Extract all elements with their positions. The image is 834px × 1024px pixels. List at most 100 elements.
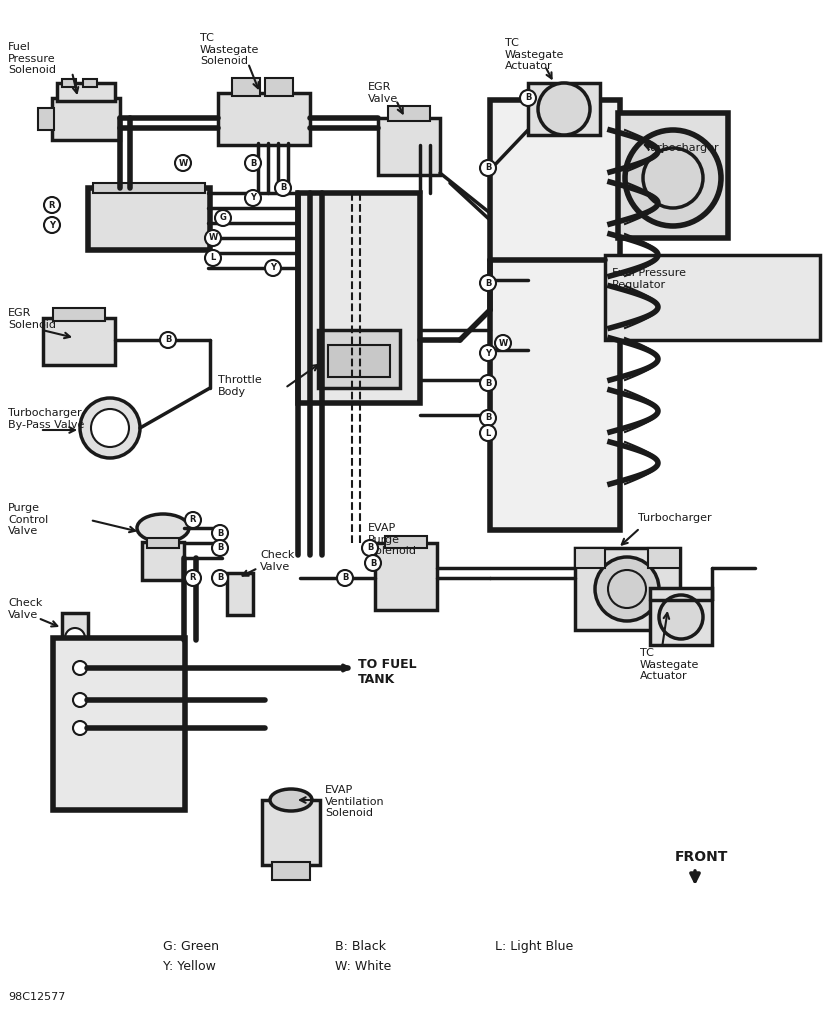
Text: B: Black: B: Black (335, 940, 386, 953)
Bar (575, 548, 605, 568)
Bar (650, 588, 712, 645)
Circle shape (480, 425, 496, 441)
Bar (262, 800, 320, 865)
Circle shape (659, 595, 703, 639)
Circle shape (185, 512, 201, 528)
Text: B: B (485, 414, 491, 423)
Bar (43, 318, 115, 365)
Text: TC
Wastegate
Actuator: TC Wastegate Actuator (505, 38, 565, 72)
Text: Turbocharger: Turbocharger (645, 143, 719, 153)
Text: W: W (208, 233, 218, 243)
Bar (490, 100, 620, 530)
Text: B: B (369, 558, 376, 567)
Text: W: W (499, 339, 508, 347)
Circle shape (245, 190, 261, 206)
Text: Check
Valve: Check Valve (260, 550, 294, 571)
Circle shape (44, 197, 60, 213)
Circle shape (480, 410, 496, 426)
Text: TO FUEL
TANK: TO FUEL TANK (358, 658, 417, 686)
Text: Purge
Control
Valve: Purge Control Valve (8, 503, 48, 537)
Text: FRONT: FRONT (675, 850, 728, 864)
Text: B: B (485, 164, 491, 172)
Circle shape (212, 525, 228, 541)
Circle shape (275, 180, 291, 196)
Bar (93, 183, 205, 193)
Circle shape (175, 155, 191, 171)
Bar (528, 83, 600, 135)
Text: Fuel Pressure
Regulator: Fuel Pressure Regulator (612, 268, 686, 290)
Ellipse shape (270, 790, 312, 811)
Bar (328, 345, 390, 377)
Text: B: B (485, 379, 491, 387)
Bar (388, 106, 430, 121)
Bar (298, 193, 420, 403)
Circle shape (205, 250, 221, 266)
Text: L: L (485, 428, 490, 437)
Circle shape (337, 570, 353, 586)
Circle shape (362, 540, 378, 556)
Bar (53, 308, 105, 321)
Bar (605, 255, 820, 340)
Bar (57, 83, 115, 101)
Circle shape (73, 662, 87, 675)
Text: Y: Yellow: Y: Yellow (163, 961, 216, 973)
Text: W: White: W: White (335, 961, 391, 973)
Bar (38, 108, 54, 130)
Bar (385, 536, 427, 548)
Circle shape (480, 375, 496, 391)
Bar (232, 78, 260, 96)
Text: B: B (485, 279, 491, 288)
Bar (265, 78, 293, 96)
Bar (218, 93, 310, 145)
Bar (618, 113, 728, 238)
Circle shape (245, 155, 261, 171)
Circle shape (520, 90, 536, 106)
Bar (575, 548, 680, 630)
Text: Check
Valve: Check Valve (8, 598, 43, 620)
Bar (142, 542, 184, 580)
Bar (88, 188, 210, 250)
Bar (648, 548, 680, 568)
Text: Y: Y (49, 220, 55, 229)
Text: R: R (190, 573, 196, 583)
Circle shape (185, 570, 201, 586)
Text: 98C12577: 98C12577 (8, 992, 65, 1002)
Text: Turbocharger
By-Pass Valve: Turbocharger By-Pass Valve (8, 408, 84, 430)
Text: B: B (280, 183, 286, 193)
Bar (147, 538, 179, 548)
Text: Fuel
Pressure
Solenoid: Fuel Pressure Solenoid (8, 42, 56, 75)
Text: Y: Y (485, 348, 491, 357)
Circle shape (595, 557, 659, 621)
Circle shape (80, 398, 140, 458)
Text: B: B (217, 573, 224, 583)
Text: L: Light Blue: L: Light Blue (495, 940, 573, 953)
Text: B: B (525, 93, 531, 102)
Text: B: B (165, 336, 171, 344)
Text: G: Green: G: Green (163, 940, 219, 953)
Circle shape (65, 628, 85, 648)
Circle shape (91, 409, 129, 447)
Circle shape (480, 160, 496, 176)
Text: R: R (190, 515, 196, 524)
Circle shape (265, 260, 281, 276)
Text: Turbocharger: Turbocharger (638, 513, 711, 523)
Text: EGR
Valve: EGR Valve (368, 82, 399, 103)
Text: Throttle
Body: Throttle Body (218, 375, 262, 396)
Text: B: B (217, 528, 224, 538)
Text: B: B (250, 159, 256, 168)
Bar (52, 98, 120, 140)
Circle shape (365, 555, 381, 571)
Circle shape (495, 335, 511, 351)
Text: TC
Wastegate
Solenoid: TC Wastegate Solenoid (200, 33, 259, 67)
Text: B: B (367, 544, 373, 553)
Circle shape (480, 345, 496, 361)
Bar (272, 862, 310, 880)
Circle shape (215, 210, 231, 226)
Text: R: R (48, 201, 55, 210)
Bar (227, 573, 253, 615)
Bar (318, 330, 400, 388)
Text: L: L (210, 254, 216, 262)
Circle shape (44, 217, 60, 233)
Circle shape (212, 540, 228, 556)
Circle shape (73, 721, 87, 735)
